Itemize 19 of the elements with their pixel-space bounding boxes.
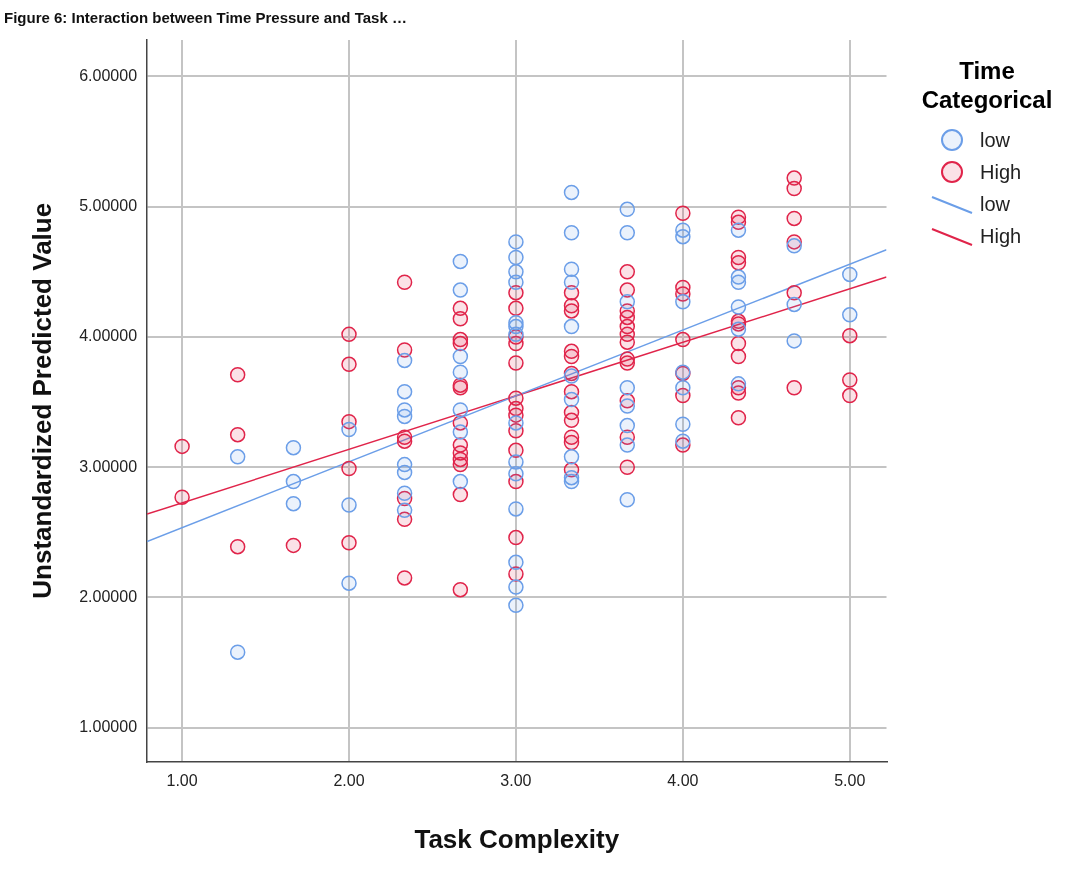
x-tick-label: 4.00: [667, 771, 699, 789]
chart-title: Figure 6: Interaction between Time Pressure and Task …: [4, 9, 407, 27]
y-tick-label: 2.00000: [79, 587, 138, 605]
y-tick-label: 1.00000: [79, 718, 138, 736]
legend-label: low: [980, 128, 1011, 152]
y-tick-label: 4.00000: [79, 327, 138, 345]
legend-label: low: [980, 192, 1011, 216]
x-tick-label: 3.00: [500, 771, 532, 789]
legend-label: High: [980, 224, 1022, 248]
y-tick-label: 6.00000: [79, 66, 138, 84]
y-axis-title: Unstandardized Predicted Value: [26, 202, 57, 599]
y-tick-label: 5.00000: [79, 197, 138, 215]
legend-label: High: [980, 160, 1022, 184]
x-axis-title: Task Complexity: [414, 823, 620, 854]
legend-title: Time Categorical: [920, 56, 1054, 114]
x-tick-label: 1.00: [166, 771, 198, 789]
y-tick-label: 3.00000: [79, 457, 138, 475]
x-tick-label: 5.00: [834, 771, 866, 789]
x-tick-label: 2.00: [333, 771, 365, 789]
